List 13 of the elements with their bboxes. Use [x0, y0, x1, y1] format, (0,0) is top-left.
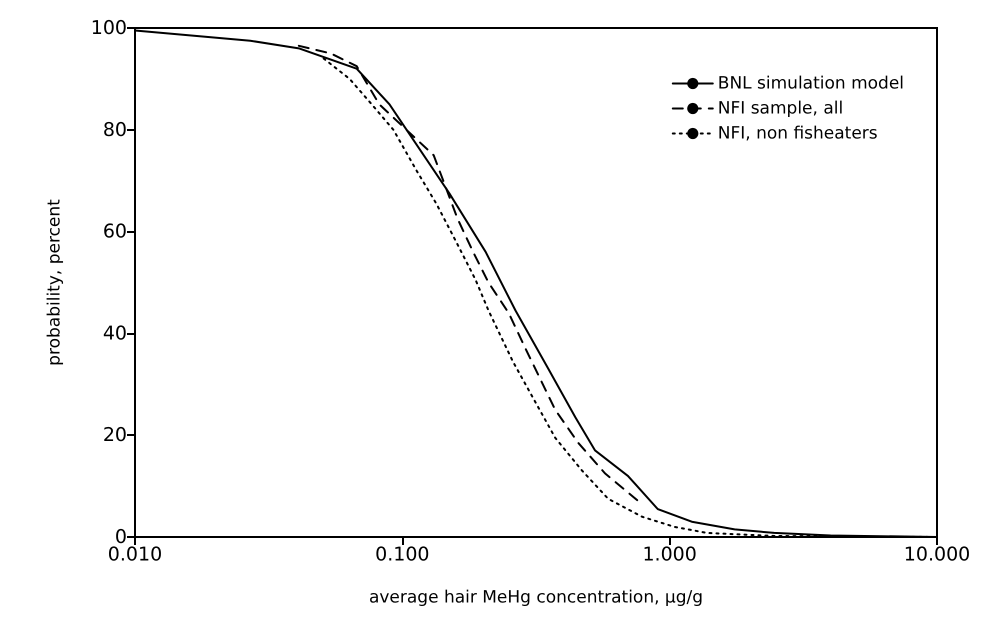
- legend-label: NFI, non fisheaters: [718, 124, 878, 144]
- y-tick-label: 100: [90, 17, 127, 39]
- y-axis-title: probability, percent: [44, 198, 64, 366]
- x-tick-label: 10.000: [904, 544, 970, 566]
- x-axis-title: average hair MeHg concentration, μg/g: [368, 588, 704, 608]
- x-tick-label: 1.000: [642, 544, 697, 566]
- x-tick-label: 0.100: [375, 544, 430, 566]
- legend-label: BNL simulation model: [718, 74, 904, 94]
- y-tick-label: 20: [102, 424, 127, 446]
- y-tick-label: 60: [102, 220, 127, 243]
- legend-label: NFI sample, all: [718, 98, 844, 118]
- y-tick-label: 40: [102, 322, 127, 344]
- y-tick-label: 80: [102, 118, 127, 141]
